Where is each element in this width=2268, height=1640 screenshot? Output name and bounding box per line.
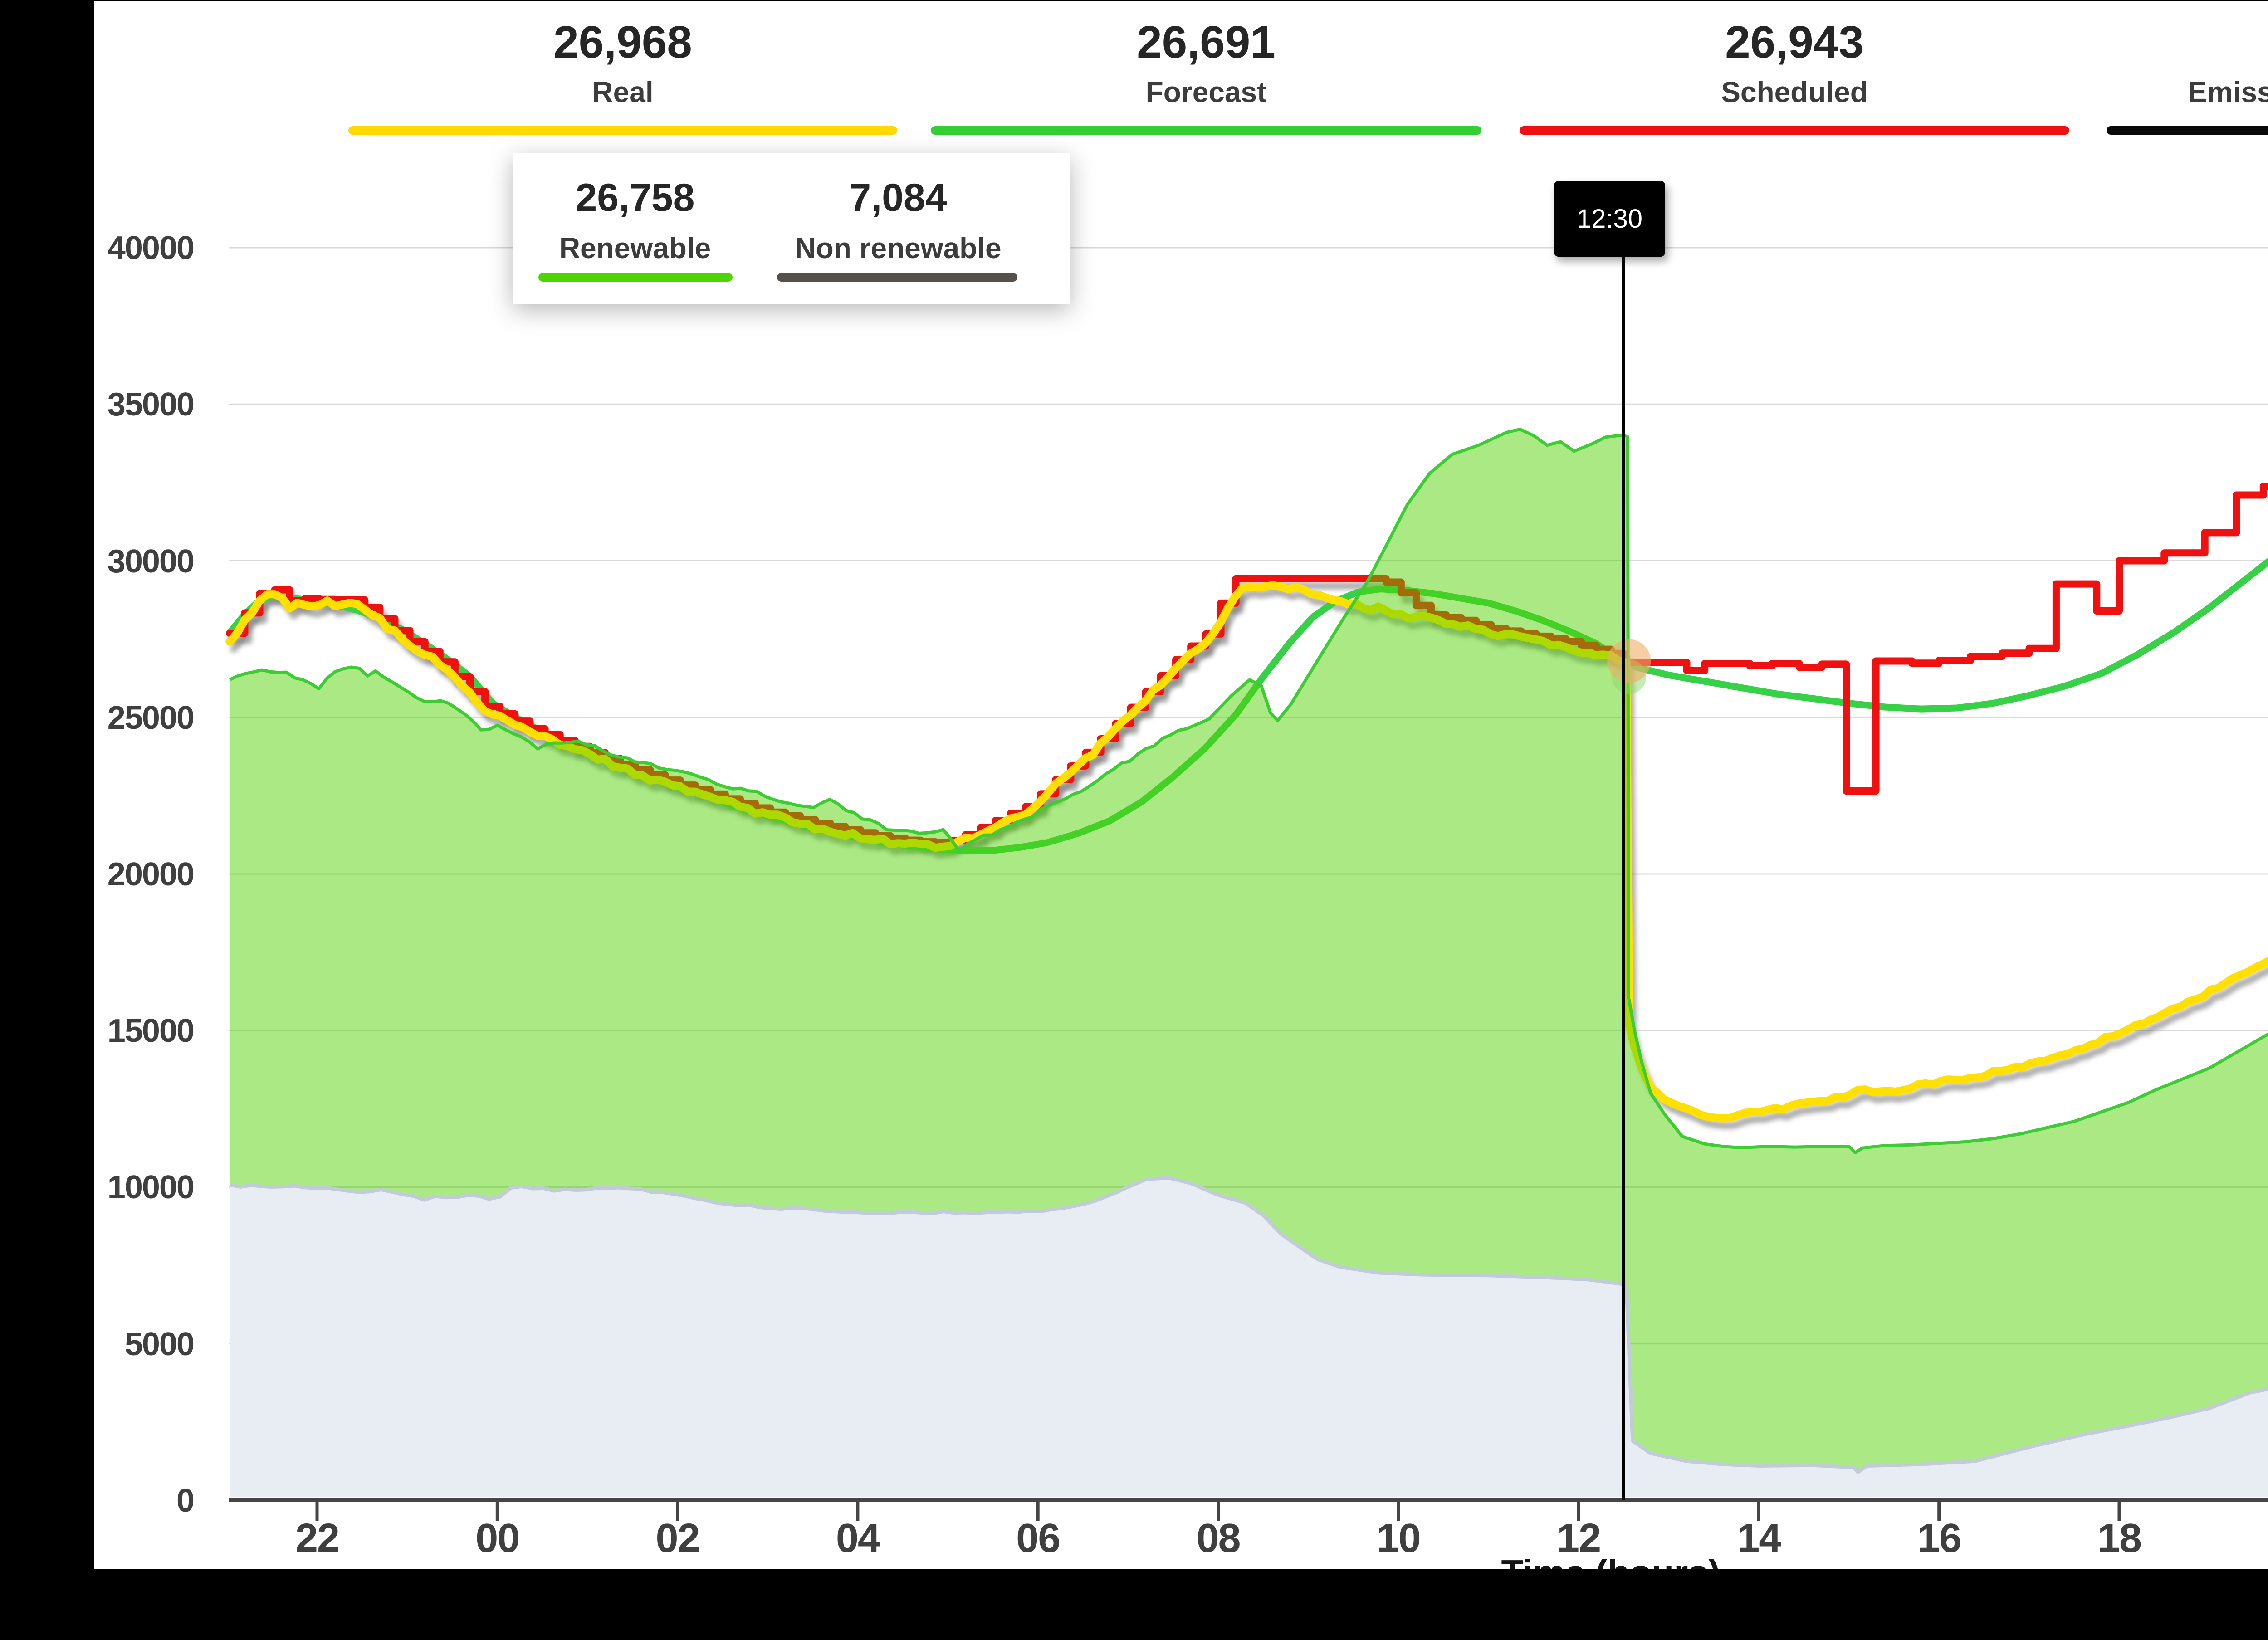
svg-text:08: 08	[1196, 1516, 1240, 1561]
svg-text:0: 0	[176, 1483, 194, 1519]
svg-text:02: 02	[656, 1516, 699, 1561]
svg-text:18: 18	[2097, 1516, 2141, 1561]
svg-text:25000: 25000	[108, 700, 194, 736]
svg-text:06: 06	[1016, 1516, 1060, 1561]
svg-text:40000: 40000	[108, 230, 194, 266]
svg-text:5000: 5000	[125, 1326, 194, 1362]
svg-text:15000: 15000	[108, 1013, 194, 1049]
svg-text:00: 00	[475, 1516, 519, 1561]
svg-text:30000: 30000	[108, 543, 194, 580]
svg-text:20000: 20000	[108, 856, 194, 893]
svg-text:14: 14	[1737, 1516, 1781, 1561]
svg-text:10000: 10000	[108, 1169, 194, 1206]
svg-text:22: 22	[295, 1516, 339, 1561]
svg-text:12: 12	[1557, 1516, 1600, 1561]
svg-text:10: 10	[1377, 1516, 1420, 1561]
svg-text:16: 16	[1917, 1516, 1961, 1561]
svg-text:35000: 35000	[108, 386, 194, 423]
svg-text:04: 04	[836, 1516, 880, 1561]
